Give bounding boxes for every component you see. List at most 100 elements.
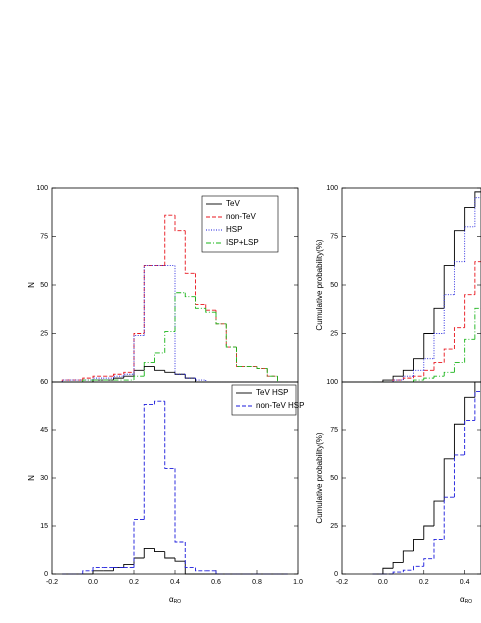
histogram-bin bbox=[92, 375, 104, 379]
histogram-bin bbox=[174, 265, 186, 375]
legend-label: non-TeV bbox=[226, 212, 256, 221]
histogram-bin bbox=[133, 557, 145, 565]
histogram-bin bbox=[236, 347, 247, 367]
x-tick-label: -0.2 bbox=[46, 579, 58, 586]
histogram-bin bbox=[256, 366, 268, 369]
histogram-bin bbox=[184, 230, 196, 274]
y-axis-label: Cumulative probability(%) bbox=[315, 239, 324, 330]
histogram-bin bbox=[133, 334, 145, 375]
cumulative-step bbox=[402, 569, 414, 573]
cumulative-step bbox=[464, 338, 475, 363]
y-tick-label: 50 bbox=[330, 475, 338, 482]
histogram-bin bbox=[225, 323, 237, 348]
histogram-bin bbox=[195, 378, 206, 381]
cumulative-step bbox=[443, 348, 455, 363]
cumulative-step bbox=[413, 538, 424, 551]
histogram-bin bbox=[143, 403, 155, 520]
x-label-symbol: α bbox=[169, 595, 174, 604]
histogram-bin bbox=[164, 551, 175, 559]
cumulative-step bbox=[433, 307, 445, 334]
histogram-bin bbox=[236, 347, 247, 367]
histogram-bin bbox=[143, 366, 155, 371]
cumulative-step bbox=[443, 371, 455, 377]
histogram-bin bbox=[266, 368, 278, 377]
histogram-bin bbox=[174, 468, 186, 543]
legend-label: HSP bbox=[226, 225, 242, 234]
histogram-bin bbox=[123, 375, 134, 379]
histogram-bin bbox=[164, 214, 175, 266]
cumulative-step bbox=[474, 261, 481, 295]
histogram-bin bbox=[154, 400, 165, 405]
x-label-symbol: α bbox=[460, 595, 465, 604]
histogram-bin bbox=[195, 567, 206, 572]
y-tick-label: 75 bbox=[330, 427, 338, 434]
histogram-bin bbox=[133, 519, 145, 568]
cumulative-step bbox=[464, 419, 475, 455]
histogram-bin bbox=[123, 373, 134, 377]
histogram-bin bbox=[154, 548, 165, 553]
x-tick-label: 0.8 bbox=[252, 579, 262, 586]
y-axis-label: N bbox=[27, 282, 36, 288]
y-tick-label: 0 bbox=[334, 571, 338, 578]
cumulative-step bbox=[464, 226, 475, 262]
cumulative-step bbox=[474, 197, 481, 227]
x-tick-label: 0.4 bbox=[170, 579, 180, 586]
histogram-bin bbox=[215, 310, 227, 325]
histogram-bin bbox=[164, 331, 175, 353]
cumulative-step bbox=[402, 375, 414, 381]
histogram-bin bbox=[133, 333, 145, 373]
cumulative-step bbox=[464, 206, 475, 231]
cumulative-step bbox=[443, 294, 455, 334]
cumulative-step bbox=[453, 261, 465, 295]
histogram-bin bbox=[184, 374, 196, 379]
plot-frame bbox=[341, 381, 481, 575]
histogram-bin bbox=[277, 376, 288, 383]
plot-frame bbox=[341, 187, 481, 383]
histogram-bin bbox=[143, 265, 155, 334]
cumulative-step bbox=[413, 358, 424, 371]
cumulative-step bbox=[453, 362, 465, 373]
histogram-bin bbox=[82, 379, 93, 382]
x-tick-label: 0.0 bbox=[88, 579, 98, 586]
x-tick-label: -0.2 bbox=[336, 579, 348, 586]
cumulative-step bbox=[474, 391, 481, 421]
cumulative-step bbox=[433, 375, 445, 379]
panel: 0 25 50 75 100 -0.2 0.0 0.2 0.4 Cumulative probab… bbox=[315, 379, 481, 605]
legend-box bbox=[201, 195, 279, 253]
x-tick-label: 1.0 bbox=[293, 579, 303, 586]
histogram-bin bbox=[164, 401, 175, 469]
histogram-bin bbox=[205, 304, 216, 311]
cumulative-step bbox=[474, 307, 481, 340]
x-label-subscript: RO bbox=[465, 599, 473, 605]
x-tick-label: 0.2 bbox=[419, 579, 429, 586]
legend-box bbox=[231, 384, 297, 416]
cumulative-step bbox=[474, 191, 481, 208]
cumulative-step bbox=[443, 265, 455, 309]
histogram-bin bbox=[184, 542, 196, 569]
histogram-bin bbox=[184, 374, 196, 379]
cumulative-step bbox=[382, 379, 394, 382]
cumulative-step bbox=[433, 333, 445, 359]
x-tick-label: 0.6 bbox=[211, 579, 221, 586]
panel: 25 50 75 100 Cumulative probability(%) bbox=[315, 185, 481, 383]
y-tick-label: 50 bbox=[40, 282, 48, 289]
histogram-bin bbox=[143, 265, 155, 336]
histogram-bin bbox=[61, 379, 73, 382]
y-tick-label: 50 bbox=[330, 282, 338, 289]
cumulative-step bbox=[392, 375, 404, 381]
y-tick-label: 100 bbox=[326, 185, 338, 192]
histogram-bin bbox=[82, 377, 93, 381]
cumulative-step bbox=[423, 358, 434, 371]
histogram-bin bbox=[133, 369, 145, 377]
cumulative-step bbox=[423, 525, 434, 540]
histogram-bin bbox=[205, 308, 216, 313]
cumulative-step bbox=[423, 377, 434, 381]
x-axis-label: αRO bbox=[169, 595, 181, 605]
histogram-bin bbox=[164, 370, 175, 373]
cumulative-step bbox=[433, 500, 445, 526]
y-tick-label: 0 bbox=[44, 571, 48, 578]
legend-label: TeV HSP bbox=[256, 388, 288, 397]
histogram-bin bbox=[174, 292, 186, 332]
